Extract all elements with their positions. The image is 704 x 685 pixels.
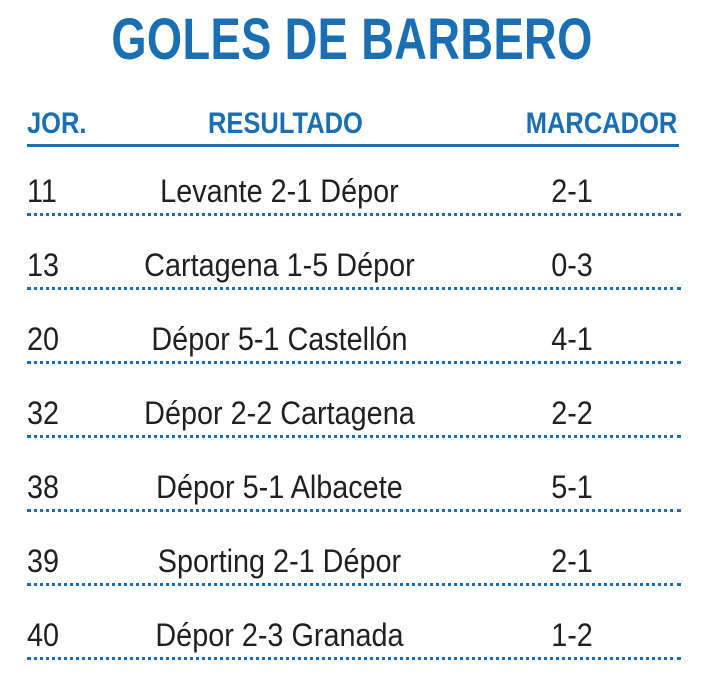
- cell-jornada: 20: [27, 321, 60, 357]
- row-divider: [27, 509, 681, 512]
- row-divider: [27, 361, 681, 364]
- cell-jornada: 40: [27, 617, 60, 653]
- cell-marcador: 2-2: [551, 395, 593, 431]
- column-header-resultado: RESULTADO: [208, 107, 363, 140]
- table-row: 20 Dépor 5-1 Castellón 4-1: [27, 305, 681, 379]
- table-row: 11 Levante 2-1 Dépor 2-1: [27, 157, 681, 231]
- table-row: 32 Dépor 2-2 Cartagena 2-2: [27, 379, 681, 453]
- cell-marcador: 4-1: [551, 321, 593, 357]
- column-header-jornada: JOR.: [27, 107, 87, 140]
- row-divider: [27, 435, 681, 438]
- cell-resultado: Cartagena 1-5 Dépor: [144, 247, 415, 283]
- cell-resultado: Dépor 5-1 Castellón: [151, 321, 408, 357]
- cell-resultado: Levante 2-1 Dépor: [160, 173, 399, 209]
- table-row: 40 Dépor 2-3 Granada 1-2: [27, 601, 681, 675]
- row-divider: [27, 287, 681, 290]
- cell-marcador: 2-1: [551, 173, 593, 209]
- cell-jornada: 11: [27, 173, 57, 209]
- cell-marcador: 5-1: [551, 469, 593, 505]
- cell-resultado: Sporting 2-1 Dépor: [157, 543, 402, 579]
- cell-marcador: 1-2: [551, 617, 593, 653]
- cell-resultado: Dépor 2-2 Cartagena: [144, 395, 415, 431]
- cell-jornada: 13: [27, 247, 60, 283]
- goals-table: 11 Levante 2-1 Dépor 2-1 13 Cartagena 1-…: [27, 157, 681, 675]
- table-row: 39 Sporting 2-1 Dépor 2-1: [27, 527, 681, 601]
- row-divider: [27, 213, 681, 216]
- cell-jornada: 39: [27, 543, 60, 579]
- cell-resultado: Dépor 5-1 Albacete: [156, 469, 403, 505]
- cell-marcador: 0-3: [551, 247, 593, 283]
- cell-jornada: 32: [27, 395, 60, 431]
- table-row: 13 Cartagena 1-5 Dépor 0-3: [27, 231, 681, 305]
- row-divider: [27, 657, 681, 660]
- column-header-marcador: MARCADOR: [525, 107, 677, 140]
- page-title: GOLES DE BARBERO: [111, 7, 593, 72]
- cell-jornada: 38: [27, 469, 60, 505]
- table-row: 38 Dépor 5-1 Albacete 5-1: [27, 453, 681, 527]
- row-divider: [27, 583, 681, 586]
- table-header: JOR. RESULTADO MARCADOR: [27, 104, 679, 147]
- cell-marcador: 2-1: [551, 543, 593, 579]
- cell-resultado: Dépor 2-3 Granada: [155, 617, 404, 653]
